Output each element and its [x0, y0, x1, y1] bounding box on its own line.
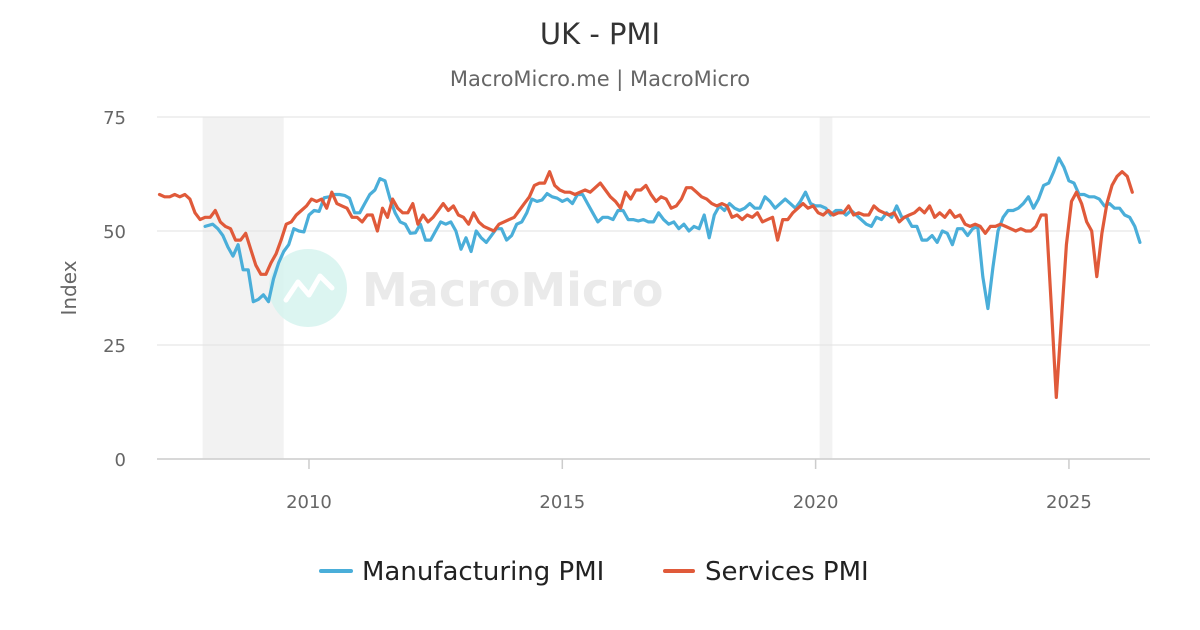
legend-label-manufacturing: Manufacturing PMI [362, 557, 604, 587]
legend-label-services: Services PMI [705, 557, 869, 587]
series-line-manufacturing-pmi[interactable] [203, 156, 1142, 311]
y-tick-label-75: 75 [103, 108, 126, 129]
x-axis-ticks: 2010 2015 2020 2025 [286, 459, 1092, 513]
x-tick-label-2010: 2010 [286, 492, 332, 513]
x-tick-label-2015: 2015 [539, 492, 585, 513]
legend: Manufacturing PMI Services PMI [319, 557, 869, 587]
legend-item-services[interactable]: Services PMI [663, 557, 869, 587]
x-tick-label-2025: 2025 [1046, 492, 1092, 513]
watermark: MacroMicro [269, 249, 663, 327]
chart-title: UK - PMI [540, 17, 660, 51]
x-tick-label-2020: 2020 [793, 492, 839, 513]
y-tick-label-25: 25 [103, 336, 126, 357]
watermark-logo-icon [269, 249, 347, 327]
watermark-logo-chart-icon [283, 273, 335, 303]
watermark-text: MacroMicro [362, 263, 663, 317]
chart-subtitle: MacroMicro.me | MacroMicro [450, 67, 750, 92]
y-axis-ticks: 0 25 50 75 [103, 108, 126, 471]
legend-item-manufacturing[interactable]: Manufacturing PMI [319, 557, 604, 587]
y-axis-title: Index [57, 260, 81, 315]
y-tick-label-50: 50 [103, 222, 126, 243]
shaded-period-2 [819, 117, 833, 459]
series-lines [157, 156, 1142, 399]
y-tick-label-0: 0 [115, 450, 126, 471]
series-line-services-pmi[interactable] [157, 170, 1134, 399]
